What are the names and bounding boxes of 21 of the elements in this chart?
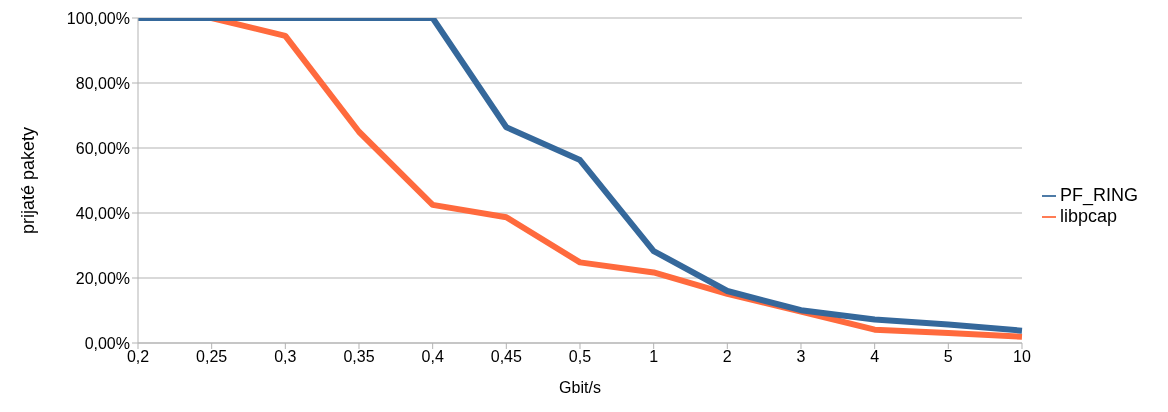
legend-label: libpcap <box>1059 205 1118 226</box>
x-tick-label: 0,45 <box>490 348 522 366</box>
x-tick-label: 0,5 <box>568 348 592 366</box>
y-tick-label: 100,00% <box>66 9 130 27</box>
x-tick-label: 3 <box>796 348 806 366</box>
x-tick-label: 10 <box>1013 348 1031 366</box>
x-axis-title: Gbit/s <box>559 379 601 396</box>
x-tick-label: 0,3 <box>274 348 297 366</box>
y-tick-label: 20,00% <box>75 269 130 287</box>
x-tick-label: 0,25 <box>196 348 228 366</box>
x-tick-label: 0,4 <box>421 348 444 366</box>
x-tick-label: 1 <box>649 348 659 366</box>
y-tick-label: 60,00% <box>75 139 130 157</box>
x-tick-label: 0,35 <box>343 348 375 366</box>
x-tick-label: 5 <box>943 348 953 366</box>
legend-label: PF_RING <box>1059 184 1138 205</box>
y-tick-label: 80,00% <box>75 74 130 92</box>
x-tick-label: 4 <box>870 348 880 366</box>
y-tick-label: 40,00% <box>75 204 130 222</box>
y-axis-title: prijaté pakety <box>18 126 39 235</box>
x-tick-label: 2 <box>722 348 732 366</box>
